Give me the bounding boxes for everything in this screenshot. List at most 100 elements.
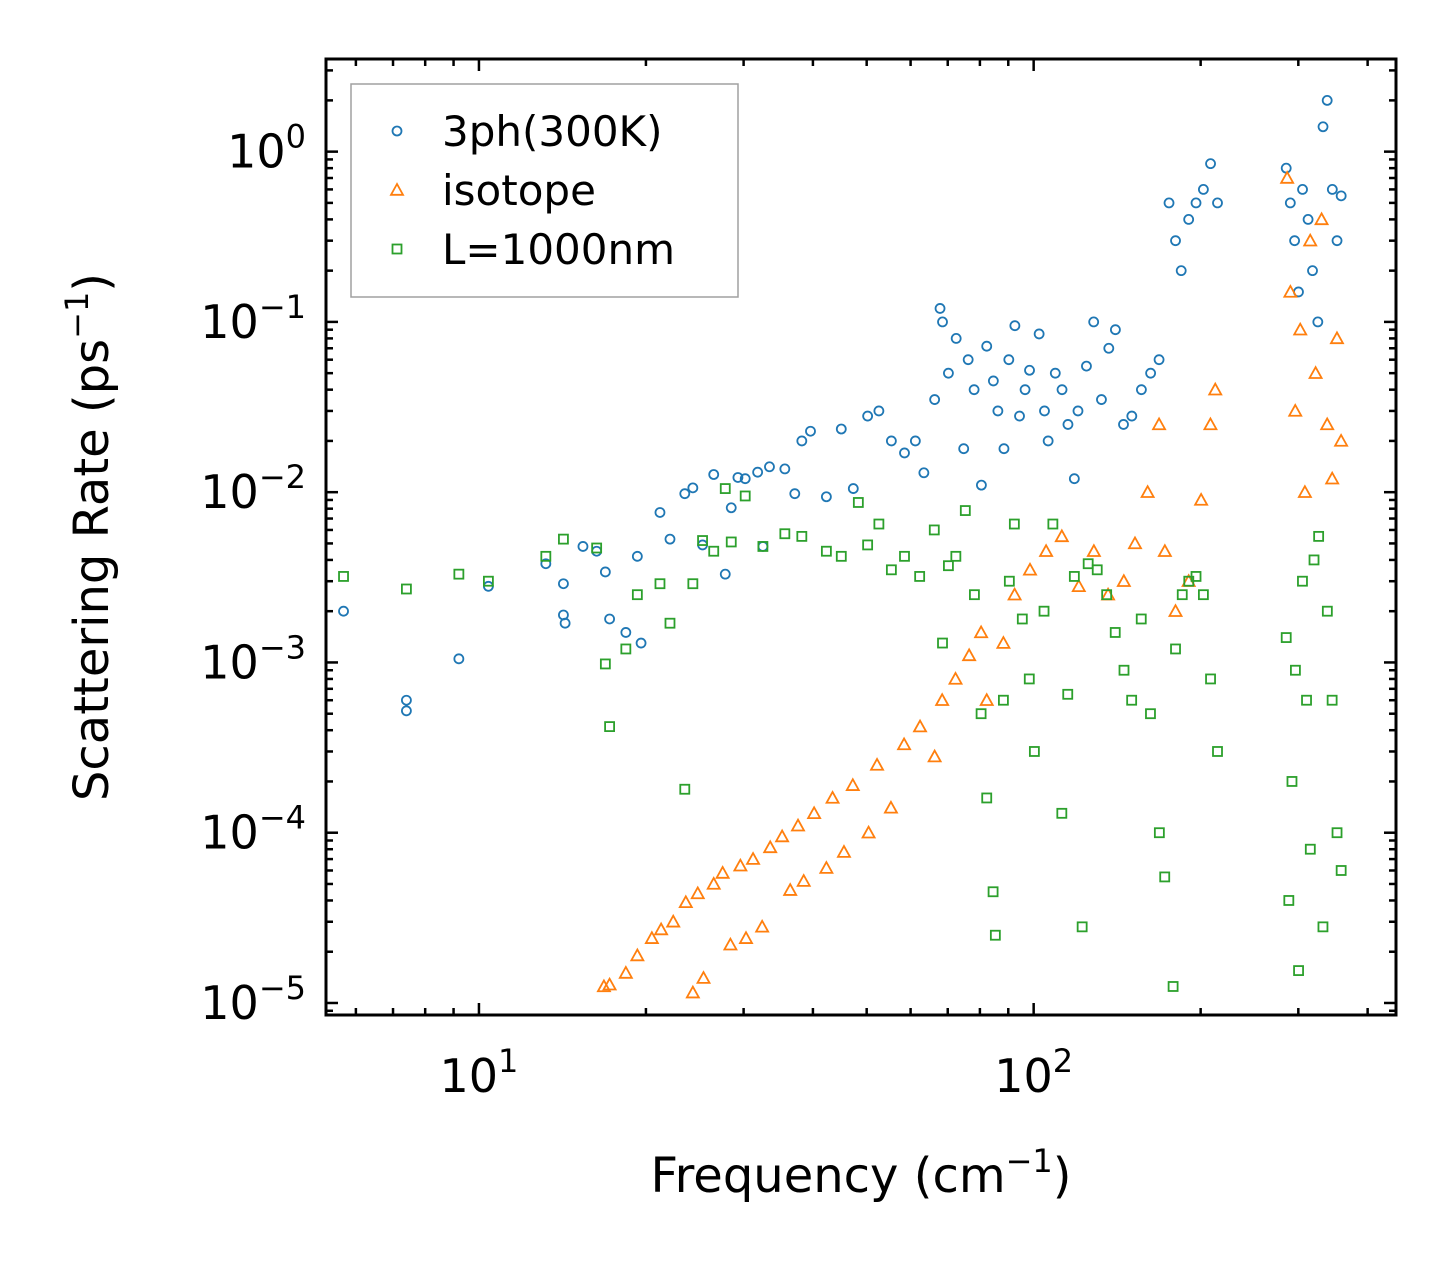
data-point bbox=[1126, 410, 1138, 422]
data-point bbox=[1324, 470, 1340, 485]
data-point bbox=[1293, 965, 1304, 976]
data-point bbox=[779, 528, 791, 540]
data-point bbox=[1329, 330, 1345, 345]
data-point bbox=[1151, 416, 1167, 431]
data-point bbox=[1167, 603, 1184, 617]
data-point bbox=[885, 564, 897, 576]
data-point bbox=[725, 502, 737, 514]
data-point bbox=[1118, 664, 1130, 676]
data-point bbox=[664, 533, 676, 545]
data-points bbox=[338, 94, 1349, 999]
data-point bbox=[1056, 807, 1068, 819]
data-point bbox=[1321, 94, 1333, 106]
data-point bbox=[979, 692, 995, 706]
data-point bbox=[914, 571, 926, 582]
data-point bbox=[1207, 381, 1223, 396]
data-point bbox=[401, 705, 412, 717]
data-point bbox=[453, 568, 465, 580]
y-tick-label: 10−4 bbox=[200, 799, 306, 860]
data-point bbox=[820, 545, 832, 557]
data-point bbox=[708, 545, 720, 557]
data-point bbox=[943, 560, 954, 572]
data-point bbox=[1145, 708, 1156, 720]
data-point bbox=[757, 541, 769, 552]
data-point bbox=[706, 876, 722, 890]
data-point bbox=[869, 757, 885, 771]
data-point bbox=[934, 303, 946, 314]
data-point bbox=[1071, 578, 1087, 593]
data-point bbox=[1312, 316, 1324, 328]
y-tick-label: 10−1 bbox=[200, 288, 306, 349]
data-point bbox=[1076, 921, 1088, 933]
data-point bbox=[1308, 365, 1324, 379]
data-point bbox=[1280, 162, 1292, 174]
data-point bbox=[401, 583, 412, 595]
data-point bbox=[779, 463, 791, 475]
data-point bbox=[1290, 664, 1301, 676]
data-point bbox=[1304, 843, 1316, 855]
data-point bbox=[732, 857, 748, 872]
data-point bbox=[1197, 184, 1209, 195]
data-point bbox=[820, 491, 832, 503]
data-point bbox=[679, 783, 691, 795]
data-point bbox=[1176, 589, 1188, 601]
data-point bbox=[1086, 543, 1102, 557]
data-point bbox=[1014, 410, 1025, 422]
data-point bbox=[774, 828, 790, 843]
data-point bbox=[998, 443, 1010, 455]
data-point bbox=[678, 894, 694, 909]
data-point bbox=[806, 805, 822, 820]
data-point bbox=[975, 708, 987, 720]
data-point bbox=[1023, 673, 1035, 685]
data-point bbox=[896, 736, 912, 751]
data-point bbox=[962, 354, 974, 366]
data-point bbox=[1039, 405, 1050, 417]
data-point bbox=[1101, 589, 1113, 601]
data-point bbox=[540, 550, 552, 562]
data-point bbox=[1047, 518, 1059, 530]
data-point bbox=[715, 865, 731, 879]
data-point bbox=[577, 541, 589, 552]
data-point bbox=[719, 483, 731, 494]
data-point bbox=[1049, 367, 1061, 379]
data-point bbox=[1062, 419, 1074, 430]
y-tick-label: 10−3 bbox=[200, 628, 306, 689]
data-point bbox=[796, 435, 808, 447]
data-point bbox=[1145, 367, 1157, 379]
data-point bbox=[861, 824, 877, 839]
data-point bbox=[1068, 571, 1080, 582]
data-point bbox=[1297, 184, 1308, 195]
data-point bbox=[1157, 543, 1173, 557]
data-point bbox=[958, 443, 970, 455]
data-point bbox=[1283, 895, 1295, 906]
data-point bbox=[976, 479, 987, 491]
data-point bbox=[629, 947, 645, 962]
data-point bbox=[604, 613, 615, 625]
data-point bbox=[1096, 394, 1107, 405]
data-point bbox=[757, 541, 769, 552]
data-point bbox=[401, 694, 412, 706]
data-point bbox=[1175, 265, 1187, 277]
data-point bbox=[540, 558, 552, 570]
data-point bbox=[852, 497, 864, 508]
data-point bbox=[995, 635, 1011, 649]
data-point bbox=[1110, 324, 1121, 336]
data-point bbox=[679, 488, 691, 500]
data-point bbox=[862, 410, 874, 422]
data-point bbox=[596, 978, 612, 993]
data-point bbox=[1167, 981, 1179, 992]
data-point bbox=[1068, 473, 1080, 485]
data-point bbox=[968, 384, 980, 396]
data-point bbox=[909, 435, 921, 447]
data-point bbox=[1009, 320, 1021, 332]
data-point bbox=[1038, 605, 1050, 617]
series-triangle bbox=[596, 170, 1349, 999]
legend-entry: 3ph(300K) bbox=[391, 107, 662, 156]
data-point bbox=[618, 965, 634, 979]
data-point bbox=[1103, 342, 1115, 354]
data-point bbox=[1297, 484, 1313, 498]
data-point bbox=[862, 539, 874, 551]
data-point bbox=[928, 524, 940, 536]
tick-labels: 101 102 100 10−1 10−2 10−3 10−4 10−5 bbox=[200, 118, 1073, 1103]
data-point bbox=[1302, 213, 1314, 225]
